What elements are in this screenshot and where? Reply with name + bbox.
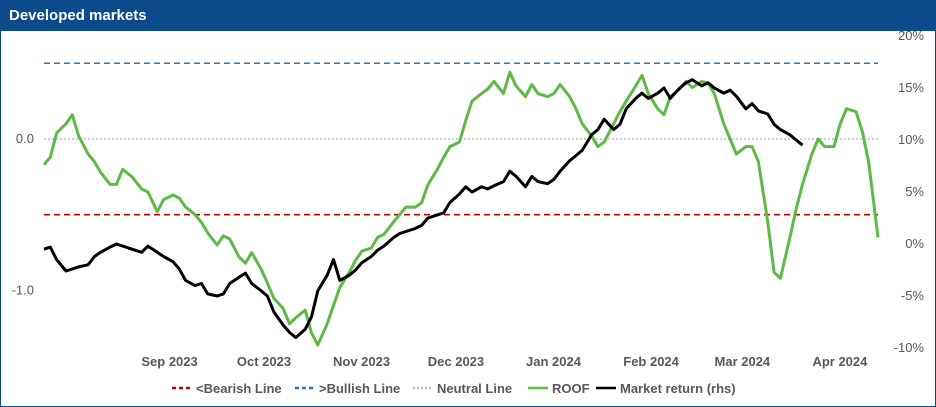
right-tick-label: 15% bbox=[898, 80, 924, 95]
left-axis-ticks: 0.0 -1.0 bbox=[12, 131, 34, 297]
legend-label: >Bullish Line bbox=[319, 381, 400, 396]
x-tick-label: Nov 2023 bbox=[333, 354, 390, 369]
right-tick-label: 5% bbox=[905, 184, 924, 199]
chart-title: Developed markets bbox=[9, 7, 147, 24]
title-bar: Developed markets bbox=[1, 1, 935, 31]
x-tick-label: Sep 2023 bbox=[141, 354, 197, 369]
x-tick-label: Mar 2024 bbox=[715, 354, 771, 369]
series-line bbox=[42, 70, 880, 347]
legend-label: Neutral Line bbox=[437, 381, 512, 396]
legend-label: <Bearish Line bbox=[196, 381, 282, 396]
chart-legend: <Bearish Line >Bullish Line Neutral Line RO… bbox=[172, 381, 736, 396]
series-line bbox=[43, 78, 804, 340]
left-tick-label: -1.0 bbox=[12, 282, 34, 297]
right-tick-label: 20% bbox=[898, 28, 924, 43]
legend-label: Market return (rhs) bbox=[620, 381, 736, 396]
series-lines bbox=[42, 70, 880, 347]
right-tick-label: 0% bbox=[905, 236, 924, 251]
left-tick-label: 0.0 bbox=[16, 131, 34, 146]
right-tick-label: 10% bbox=[898, 132, 924, 147]
legend-label: ROOF bbox=[552, 381, 590, 396]
right-axis-ticks: 20% 15% 10% 5% 0% -5% -10% bbox=[894, 28, 925, 355]
x-axis-ticks: Sep 2023 Oct 2023 Nov 2023 Dec 2023 Jan 2024… bbox=[141, 354, 868, 369]
x-tick-label: Oct 2023 bbox=[237, 354, 291, 369]
x-tick-label: Jan 2024 bbox=[526, 354, 582, 369]
right-tick-label: -5% bbox=[901, 288, 925, 303]
x-tick-label: Dec 2023 bbox=[428, 354, 484, 369]
x-tick-label: Feb 2024 bbox=[623, 354, 679, 369]
right-tick-label: -10% bbox=[894, 340, 925, 355]
x-tick-label: Apr 2024 bbox=[812, 354, 868, 369]
